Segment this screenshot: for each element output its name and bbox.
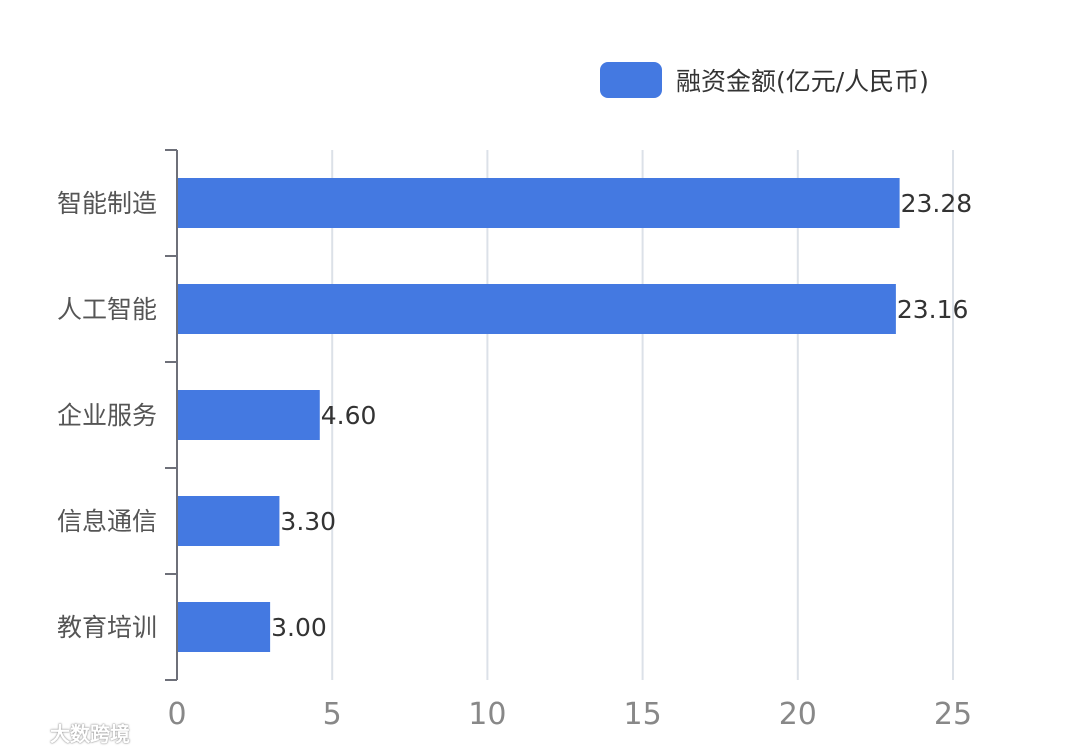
data-label: 23.28 [901, 189, 973, 218]
x-tick-label: 25 [934, 697, 972, 732]
bar [177, 284, 896, 334]
legend-swatch [600, 62, 662, 98]
data-label: 3.30 [280, 507, 336, 536]
x-tick-label: 15 [624, 697, 662, 732]
watermark-logo-icon [8, 724, 46, 741]
value-labels: 23.28 23.16 4.60 3.30 3.00 [271, 189, 972, 642]
watermark: 大数跨境 [8, 718, 130, 747]
bars [177, 178, 900, 652]
y-category-label: 教育培训 [57, 613, 157, 642]
y-category-label: 企业服务 [57, 401, 157, 430]
bar [177, 390, 320, 440]
bar [177, 496, 280, 546]
data-label: 3.00 [271, 613, 327, 642]
x-tick-label: 5 [323, 697, 342, 732]
legend: 融资金额(亿元/人民币) [600, 60, 929, 100]
x-tick-label: 0 [167, 697, 186, 732]
watermark-text: 大数跨境 [50, 722, 130, 746]
x-tick-label: 20 [779, 697, 817, 732]
data-label: 4.60 [321, 401, 377, 430]
x-tick-label: 10 [468, 697, 506, 732]
y-category-label: 智能制造 [57, 189, 157, 218]
y-category-label: 人工智能 [57, 295, 157, 324]
data-label: 23.16 [897, 295, 969, 324]
grid-lines [331, 150, 954, 680]
y-category-label: 信息通信 [57, 507, 157, 536]
bar [177, 178, 900, 228]
legend-label: 融资金额(亿元/人民币) [676, 67, 929, 96]
bar [177, 602, 271, 652]
